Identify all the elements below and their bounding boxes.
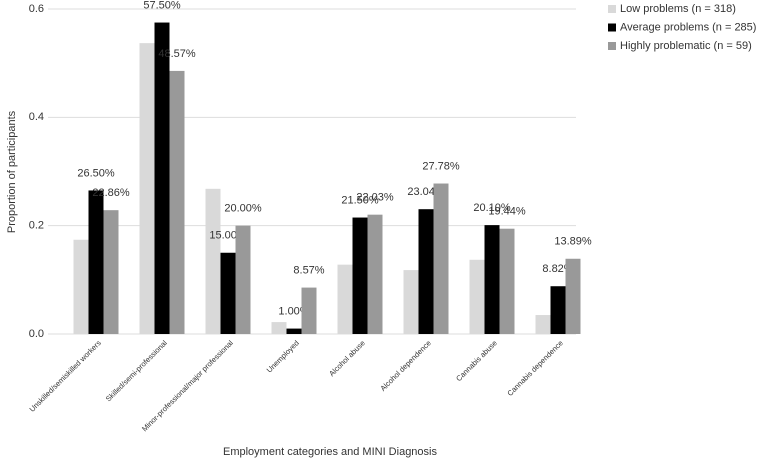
bar [337,264,353,334]
bar [235,225,251,334]
value-label: 22.86% [92,187,130,199]
bar [139,43,155,334]
value-label: 48.57% [158,48,196,60]
bar [103,210,119,334]
y-tick-label: 0.0 [29,328,44,340]
legend-swatch [608,5,616,13]
y-tick-label: 0.2 [29,220,44,232]
bar [301,287,317,334]
legend-swatch [608,23,616,32]
bar [469,259,485,334]
bar [73,239,89,334]
x-tick-label: Alcohol abuse [327,338,367,378]
bar [367,214,383,334]
bar [271,322,287,334]
value-label: 22.03% [356,192,394,204]
bar [352,217,368,334]
bar [565,258,581,334]
bar [484,225,500,334]
value-label: 21.50% [341,194,379,206]
bar [205,188,221,334]
x-tick-label: Cannabis dependence [505,338,564,397]
value-label: 13.89% [554,236,592,248]
y-tick-label: 0.6 [29,3,44,15]
bar [169,70,185,334]
bar [88,190,104,334]
bar [499,228,515,334]
bar [418,209,434,334]
value-label: 27.78% [422,160,460,172]
x-tick-label: Skilled/semi-professional [104,338,169,403]
x-axis-title: Employment categories and MINI Diagnosis [223,446,437,458]
x-tick-label: Unemployed [265,338,301,374]
value-label: 26.50% [77,167,115,179]
value-label: 57.50% [143,0,181,11]
legend-label: Low problems (n = 318) [620,3,736,15]
x-tick-label: Cannabis abuse [454,338,499,383]
bar [154,22,170,335]
legend-swatch [608,42,616,50]
y-axis-title: Proportion of participants [6,110,18,233]
bar [535,315,551,334]
x-tick-label: Unskilled/semiskilled workers [27,338,103,414]
value-label: 20.00% [224,203,262,215]
bar [286,328,302,334]
y-tick-label: 0.4 [29,111,44,123]
legend-label: Average problems (n = 285) [620,21,756,33]
bar [550,286,566,334]
bar [433,183,449,334]
legend-label: Highly problematic (n = 59) [620,40,752,52]
bar [403,270,419,334]
x-tick-label: Alcohol dependence [378,338,432,392]
value-label: 20.10% [473,202,511,214]
value-label: 8.57% [293,264,324,276]
bar [220,252,236,334]
value-label: 19.44% [488,206,526,218]
